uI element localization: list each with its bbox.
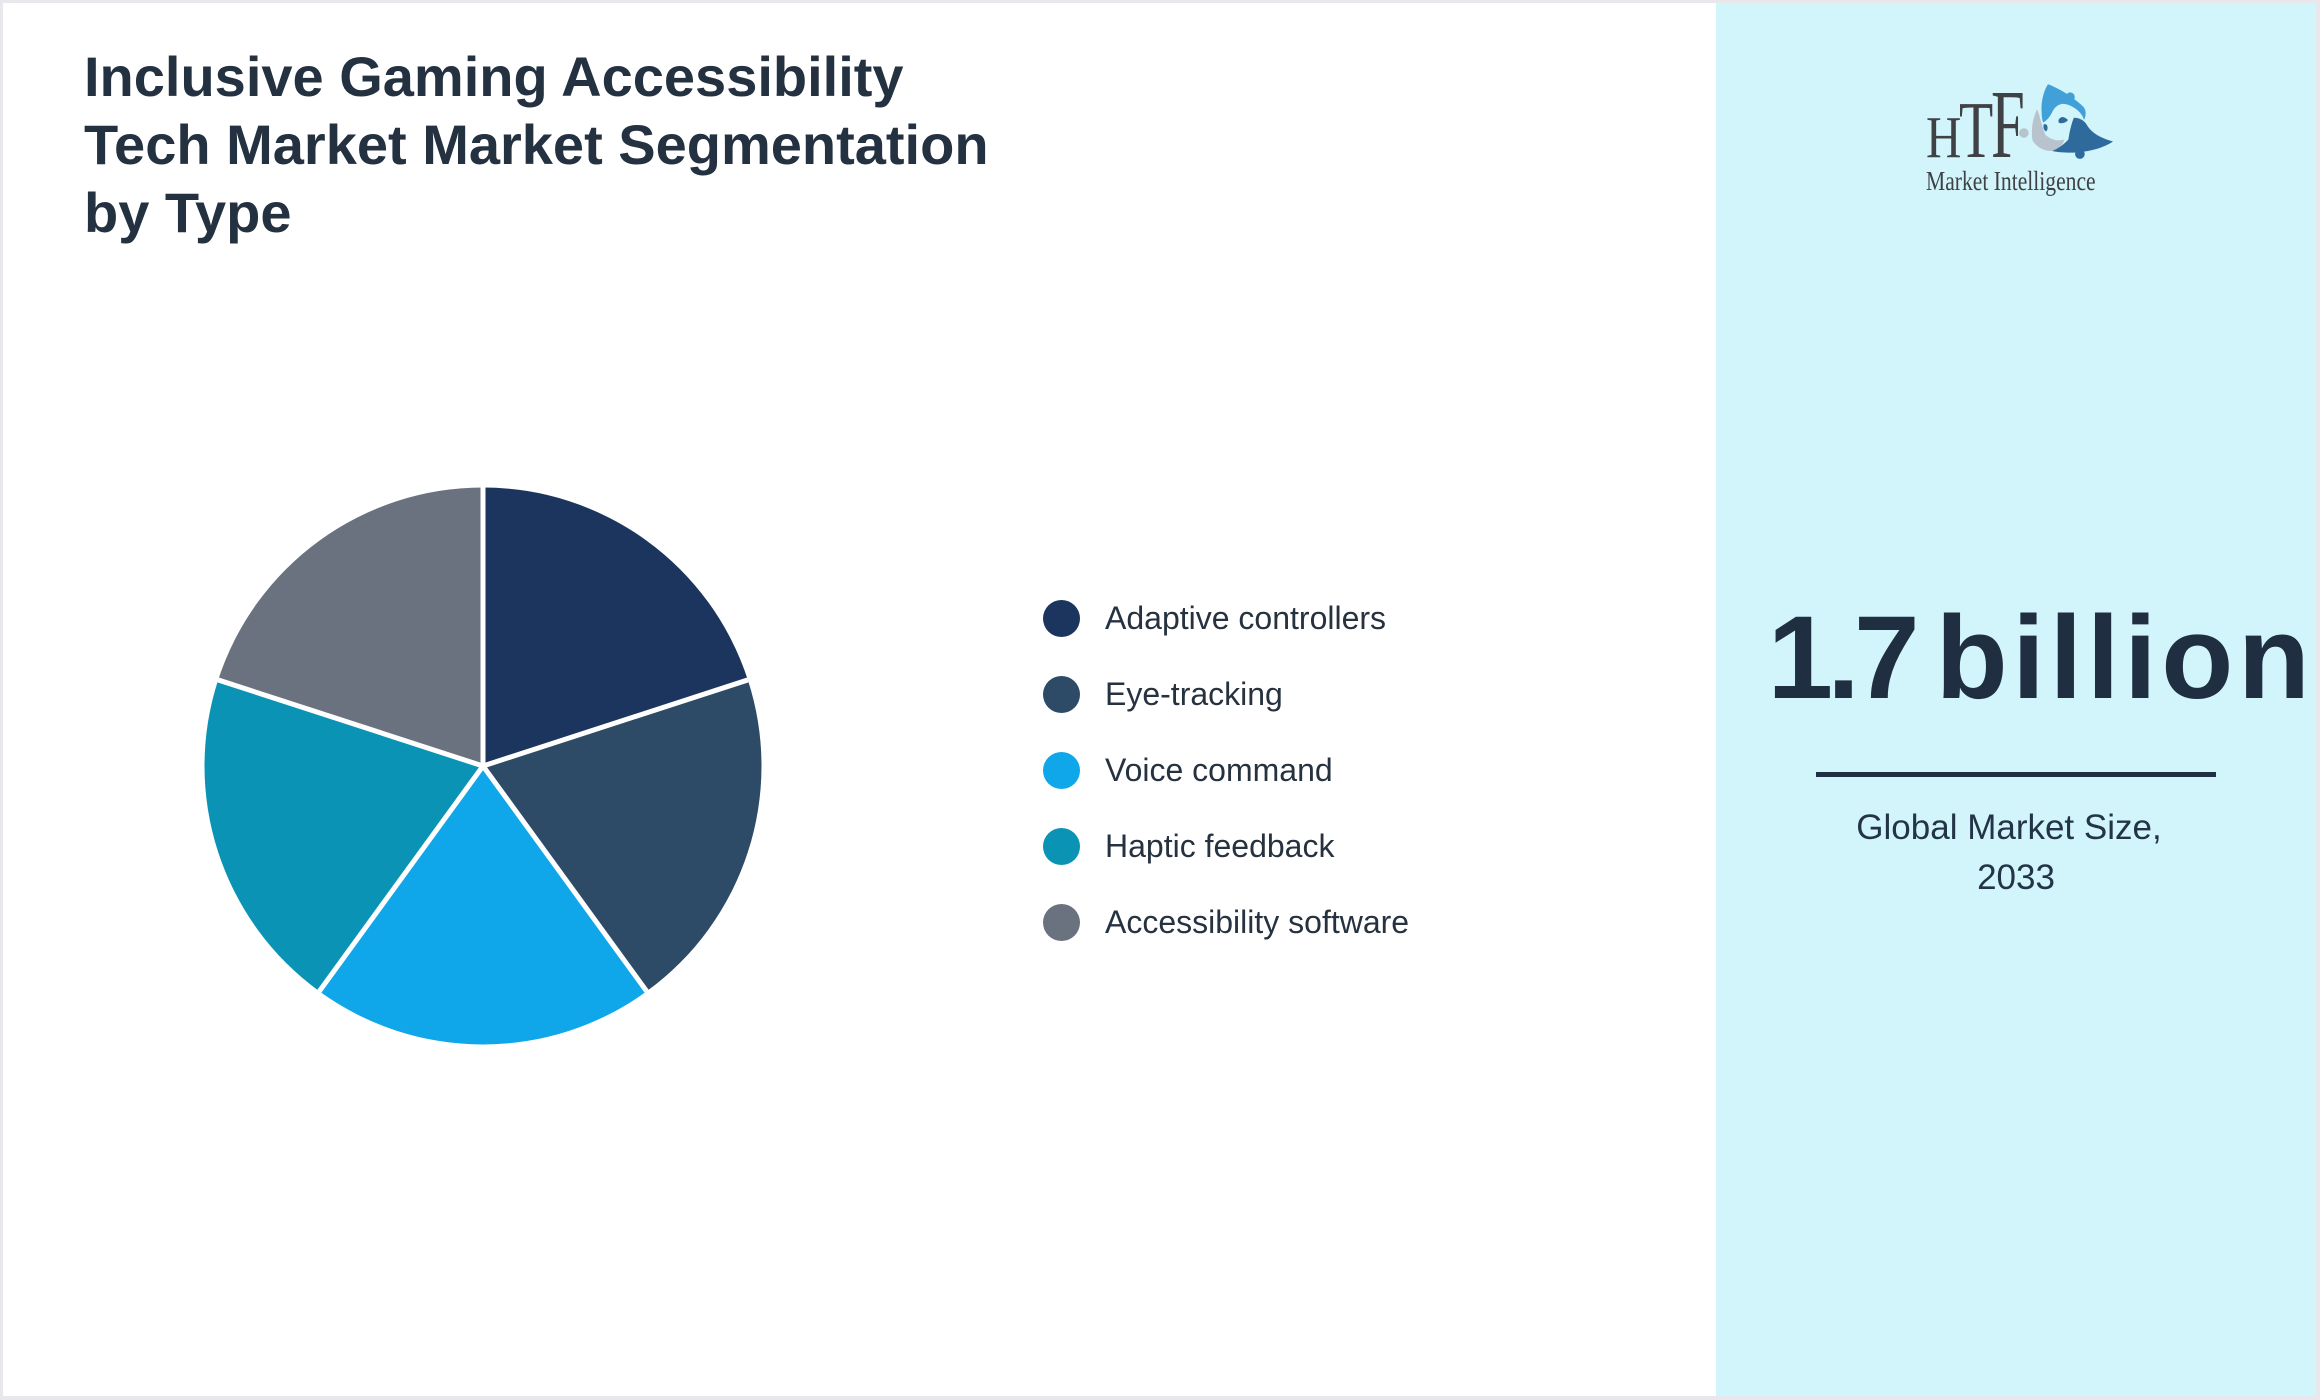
svg-text:T: T — [1959, 85, 1993, 174]
svg-text:H: H — [1926, 105, 1961, 170]
svg-text:Market Intelligence: Market Intelligence — [1926, 167, 2096, 197]
svg-text:F: F — [1991, 75, 2025, 179]
